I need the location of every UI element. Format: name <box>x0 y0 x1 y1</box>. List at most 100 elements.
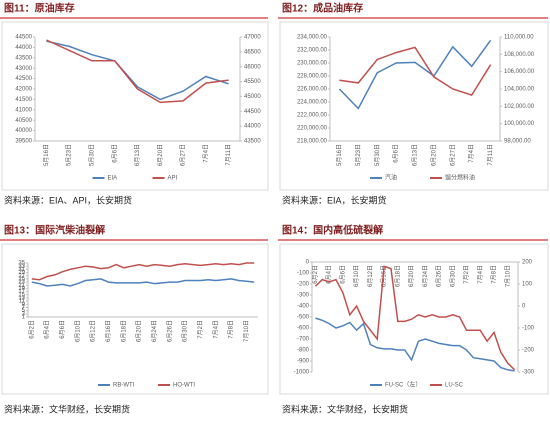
y-tick-label: -900 <box>297 359 310 365</box>
source-note: 资料来源：文华财经，长安期货 <box>282 403 408 414</box>
x-tick-label: 6月24日 <box>151 320 158 342</box>
y-tick-label: -200 <box>297 282 310 288</box>
x-tick-label: 6月26日 <box>436 265 443 287</box>
y2-tick-label: 110,000.00 <box>504 35 534 41</box>
x-tick-label: 7月10日 <box>504 265 511 287</box>
x-tick-label: 6月13日 <box>412 144 419 166</box>
y-tick-label: -300 <box>297 293 310 299</box>
x-tick-label: 6月12日 <box>90 320 97 342</box>
x-tick-label: 6月20日 <box>430 144 437 166</box>
x-tick-label: 5月30日 <box>374 144 381 166</box>
y-tick-label: -1000 <box>294 370 310 376</box>
y-tick-label: 13 <box>18 296 25 302</box>
y-tick-label: 9 <box>22 302 26 308</box>
y-tick-label: -100 <box>297 271 310 277</box>
y-tick-label: -600 <box>297 326 310 332</box>
series-line <box>338 39 492 110</box>
y-tick-label: 11 <box>19 299 26 305</box>
x-tick-label: 6月2日 <box>28 320 35 339</box>
legend-label: 汽油 <box>385 174 397 182</box>
x-tick-label: 5月16日 <box>43 144 50 166</box>
y2-tick-label: 45500 <box>244 79 261 85</box>
y2-tick-label: 100,000.00 <box>504 121 535 127</box>
y-tick-label: 232,000.00 <box>297 48 328 54</box>
source-note: 资料来源：EIA、API，长安期货 <box>4 194 132 205</box>
y-tick-label: 41500 <box>15 97 32 103</box>
series-line <box>315 317 515 372</box>
y2-tick-label: 0 <box>522 304 526 310</box>
x-tick-label: 7月8日 <box>491 265 498 284</box>
source-note: 资料来源：EIA，长安期货 <box>282 194 387 205</box>
legend-label: 馏分燃料油 <box>445 174 475 182</box>
y2-tick-label: 46500 <box>244 49 261 55</box>
y2-tick-label: 43500 <box>244 139 261 145</box>
x-tick-label: 6月16日 <box>381 265 388 287</box>
x-tick-label: 6月30日 <box>182 320 189 342</box>
y-tick-label: 31 <box>18 267 25 273</box>
x-tick-label: 6月10日 <box>74 320 81 342</box>
x-tick-label: 7月4日 <box>202 144 209 163</box>
y2-tick-label: 44500 <box>244 109 261 115</box>
y2-tick-label: -200 <box>522 348 535 354</box>
x-tick-label: 6月13日 <box>134 144 141 166</box>
x-tick-label: 6月26日 <box>166 320 173 342</box>
x-tick-label: 7月4日 <box>477 265 484 284</box>
y-tick-label: 35 <box>18 261 25 267</box>
y2-tick-label: -300 <box>522 370 535 376</box>
figure-title: 图14：国内高低硫裂解 <box>282 224 383 237</box>
y-tick-label: 41000 <box>15 107 32 113</box>
y2-tick-label: 47000 <box>244 35 261 41</box>
y-tick-label: 218,000.00 <box>297 139 328 145</box>
y-tick-label: 27 <box>18 273 25 279</box>
y2-tick-label: 45000 <box>244 94 261 100</box>
y2-tick-label: 98,000.00 <box>504 139 531 145</box>
legend-label: EIA <box>108 176 118 182</box>
y-tick-label: 43500 <box>15 55 32 61</box>
y-tick-label: 15 <box>18 292 25 298</box>
x-tick-label: 6月6日 <box>59 320 66 339</box>
x-tick-label: 6月4日 <box>44 320 51 339</box>
x-tick-label: 7月4日 <box>468 144 475 163</box>
y-tick-label: 230,000.00 <box>297 61 328 67</box>
legend-label: API <box>168 176 178 182</box>
y-tick-label: 23 <box>18 280 25 286</box>
x-tick-label: 5月16日 <box>336 144 343 166</box>
chart-frame <box>279 243 549 395</box>
y-tick-label: -700 <box>297 337 310 343</box>
y-tick-label: -500 <box>297 315 310 321</box>
x-tick-label: 6月18日 <box>120 320 127 342</box>
x-tick-label: 6月27日 <box>180 144 187 166</box>
y2-tick-label: -100 <box>522 326 535 332</box>
y-tick-label: 222,000.00 <box>297 113 328 119</box>
y-tick-label: 25 <box>18 276 25 282</box>
y-tick-label: 39500 <box>15 139 32 145</box>
y-tick-label: 40500 <box>15 118 32 124</box>
y2-tick-label: 106,000.00 <box>504 69 535 75</box>
series-line <box>339 46 492 96</box>
y-tick-label: 17 <box>18 289 25 295</box>
x-tick-label: 6月30日 <box>449 265 456 287</box>
y-tick-label: 234,000.00 <box>297 35 328 41</box>
x-tick-label: 6月10日 <box>353 265 360 287</box>
x-tick-label: 6月2日 <box>312 265 319 284</box>
y-tick-label: 19 <box>18 286 25 292</box>
x-tick-label: 6月16日 <box>105 320 112 342</box>
x-tick-label: 7月4日 <box>212 320 219 339</box>
y-tick-label: 3 <box>22 311 26 317</box>
y-tick-label: 1 <box>22 315 26 321</box>
series-line <box>46 40 229 101</box>
series-line <box>31 278 255 287</box>
y2-tick-label: 102,000.00 <box>504 104 535 110</box>
figure-title: 图12：成品油库存 <box>282 2 363 15</box>
y-tick-label: 226,000.00 <box>297 87 328 93</box>
chart-frame <box>1 21 269 191</box>
x-tick-label: 6月20日 <box>157 144 164 166</box>
chart-frame <box>279 21 549 191</box>
y-tick-label: 44000 <box>15 45 32 51</box>
y-tick-label: 224,000.00 <box>297 100 328 106</box>
y2-tick-label: 46000 <box>244 64 261 70</box>
series-line <box>31 262 255 281</box>
x-tick-label: 6月24日 <box>422 265 429 287</box>
x-tick-label: 6月6日 <box>393 144 400 163</box>
